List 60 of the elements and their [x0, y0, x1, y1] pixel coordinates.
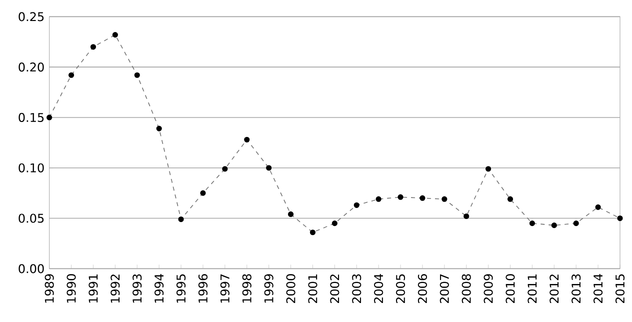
x-tick-label: 2009: [484, 274, 493, 304]
point: [310, 230, 316, 236]
y-tick-label: 0.10: [18, 163, 44, 172]
x-tick-label: 1993: [132, 274, 142, 303]
point: [573, 220, 579, 226]
x-tick-label: 1994: [154, 274, 164, 303]
y-tick-label: 0.00: [18, 264, 44, 274]
x-tick-label: 2000: [286, 274, 296, 304]
point: [200, 190, 206, 196]
point: [156, 126, 162, 132]
point: [178, 216, 184, 222]
point: [244, 136, 250, 142]
point: [288, 211, 294, 218]
x-tick-label: 1998: [242, 274, 252, 303]
point: [398, 194, 404, 200]
point: [595, 204, 601, 210]
point: [134, 72, 140, 78]
point: [376, 196, 382, 202]
point: [442, 196, 448, 202]
x-tick-label: 2014: [594, 274, 603, 304]
y-tick-label: 0.15: [18, 112, 44, 122]
x-tick-label: 2003: [352, 274, 362, 304]
x-tick-label: 2015: [615, 274, 625, 304]
y-tick-label: 0.20: [18, 62, 44, 72]
point: [617, 215, 623, 222]
x-tick-label: 2011: [528, 274, 537, 304]
x-tick-label: 2006: [418, 274, 427, 304]
x-tick-label: 2004: [374, 274, 384, 304]
x-tick-label: 2007: [440, 274, 449, 304]
point: [354, 202, 360, 208]
x-tick-label: 2012: [550, 274, 559, 304]
point: [529, 220, 536, 226]
x-tick-label: 2008: [462, 274, 471, 304]
x-tick-label: 1989: [44, 274, 54, 303]
x-tick-label: 1997: [220, 274, 230, 303]
point: [420, 195, 426, 201]
x-tick-label: 1991: [88, 274, 98, 303]
point: [222, 166, 228, 172]
point: [112, 32, 118, 38]
point: [507, 196, 514, 202]
x-tick-label: 1996: [198, 274, 208, 303]
point: [464, 213, 470, 220]
x-tick-label: 1990: [66, 274, 76, 303]
point: [551, 222, 557, 228]
point: [266, 165, 272, 171]
point: [486, 166, 492, 172]
x-tick-label: 2002: [330, 274, 340, 304]
x-tick-label: 2010: [506, 274, 515, 304]
y-tick-label: 0.05: [18, 214, 44, 223]
point: [46, 114, 52, 120]
x-tick-label: 1999: [264, 274, 274, 303]
x-tick-label: 2005: [396, 274, 406, 304]
x-tick-label: 1995: [176, 274, 186, 303]
x-tick-label: 1992: [110, 274, 120, 303]
x-tick-label: 2001: [308, 274, 318, 304]
point: [332, 220, 338, 226]
y-tick-label: 0.25: [18, 12, 44, 22]
x-tick-label: 2013: [572, 274, 581, 304]
point: [90, 44, 96, 50]
point: [68, 72, 74, 78]
